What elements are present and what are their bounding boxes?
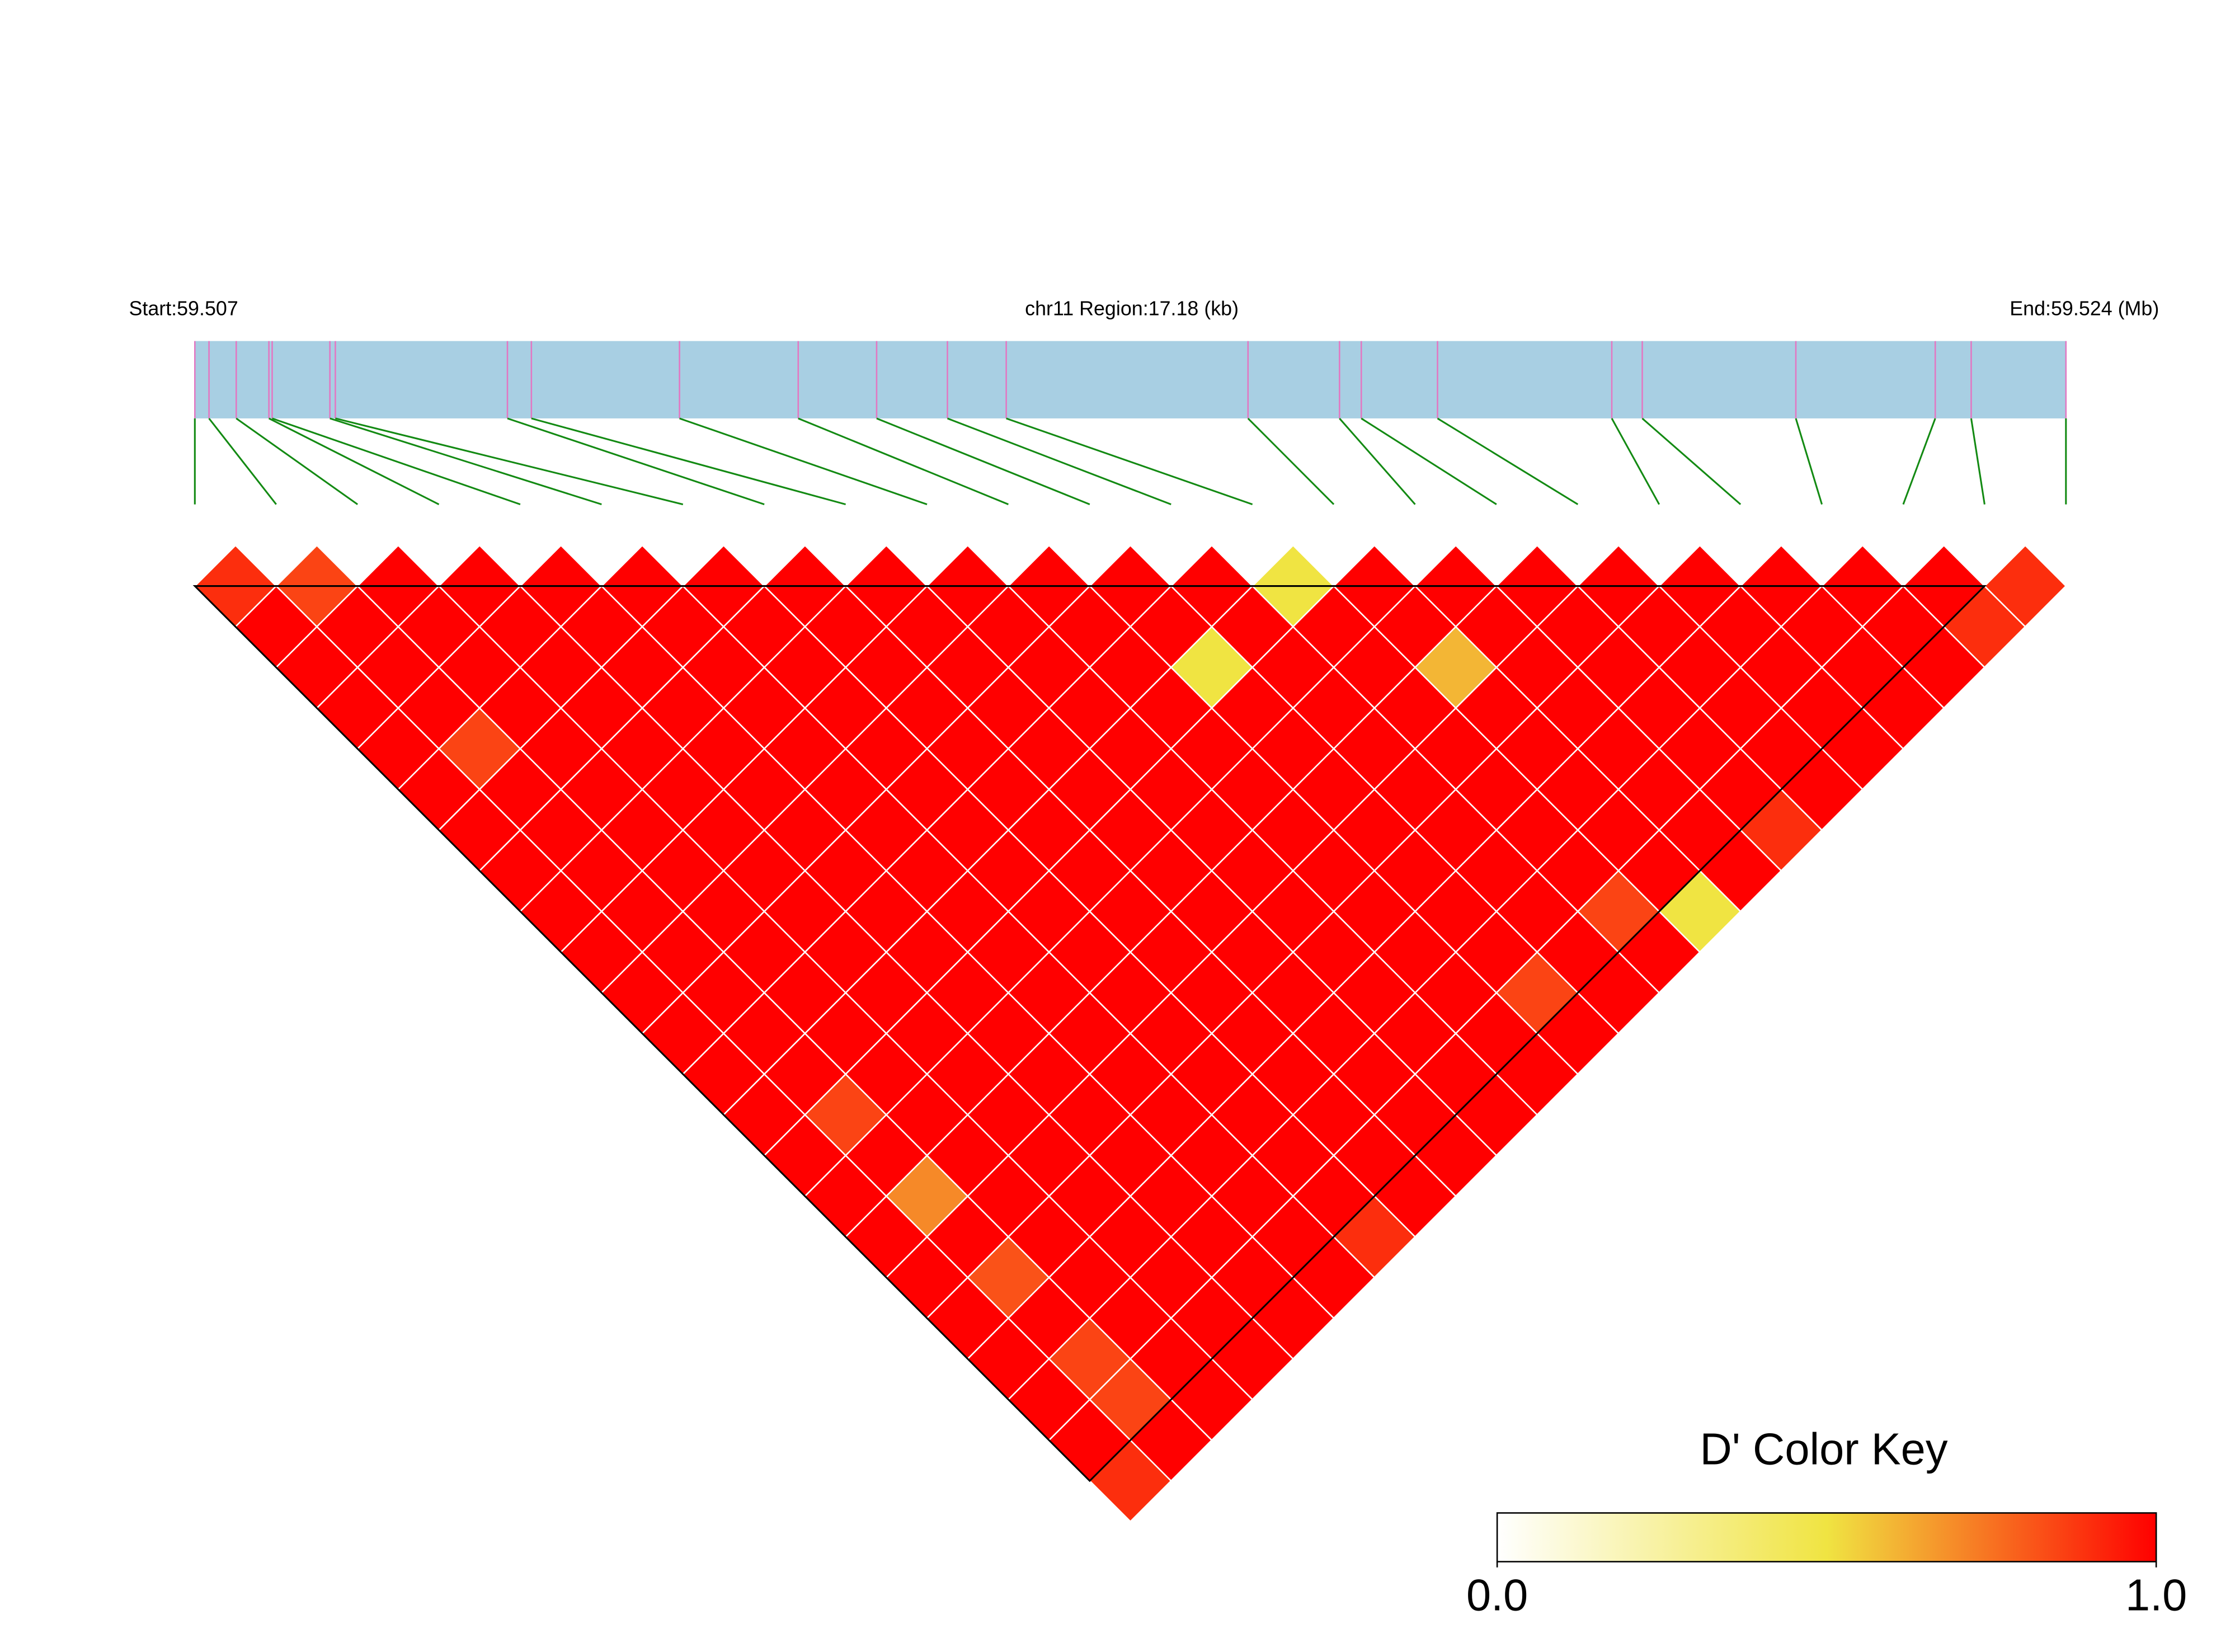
region-label: chr11 Region:17.18 (kb) xyxy=(1025,298,1239,320)
snp-connector xyxy=(335,417,684,506)
snp-connector xyxy=(236,417,358,505)
end-label: End:59.524 (Mb) xyxy=(2010,298,2159,320)
snp-connector xyxy=(1247,417,1335,505)
snp-connector xyxy=(876,417,1090,506)
snp-connector xyxy=(208,417,277,505)
ld-cell xyxy=(1983,544,2067,628)
snp-connector xyxy=(330,417,602,506)
snp-connector xyxy=(531,417,846,506)
snp-connector xyxy=(1970,418,1985,505)
region-bar xyxy=(195,341,2066,418)
snp-connector xyxy=(1339,417,1416,505)
snp-connector xyxy=(947,417,1171,506)
key-tick-label: 1.0 xyxy=(2125,1570,2187,1620)
snp-connector xyxy=(1437,417,1579,505)
snp-connector xyxy=(271,417,521,506)
snp-connector xyxy=(1795,418,1823,505)
snp-connector xyxy=(798,417,1009,506)
snp-connector xyxy=(1006,417,1253,506)
snp-connector xyxy=(268,417,440,505)
key-title: D' Color Key xyxy=(1700,1424,1947,1474)
snp-connector xyxy=(1611,418,1660,505)
snp-connector xyxy=(507,417,765,506)
snp-connector xyxy=(1361,417,1497,505)
snp-connector xyxy=(1641,417,1742,505)
key-tick-label: 0.0 xyxy=(1466,1570,1528,1620)
snp-connector xyxy=(1902,418,1936,505)
snp-connector xyxy=(679,417,928,506)
color-key xyxy=(1496,1512,2157,1562)
start-label: Start:59.507 xyxy=(129,298,238,320)
triangle-outline xyxy=(192,585,1987,1482)
